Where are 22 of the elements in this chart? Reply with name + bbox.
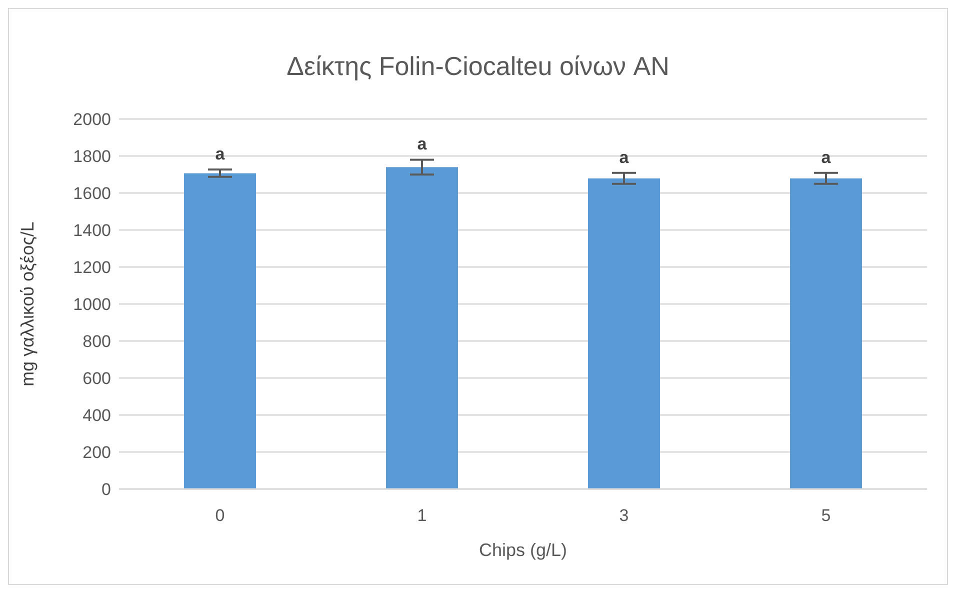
y-tick-label: 800 [82,332,111,352]
annotation: a [215,144,226,164]
y-tick-label: 1200 [73,258,111,278]
y-tick-label: 1400 [73,221,111,240]
y-tick-label: 1000 [73,295,111,314]
y-axis-title: mg γαλλικού οξέος/L [17,222,38,386]
x-tick-label: 1 [417,506,427,526]
y-tick-label: 0 [102,480,111,500]
x-axis-title: Chips (g/L) [478,540,568,560]
y-tick-label: 200 [82,443,111,462]
x-tick-label: 3 [619,506,629,526]
x-tick-label: 0 [215,506,225,526]
y-tick-label: 400 [82,406,111,426]
x-tick-label: 5 [821,506,831,526]
annotation: a [821,148,832,167]
chart-title: Δείκτης Folin-Ciocalteu οίνων AN [286,51,670,82]
y-tick-label: 1800 [73,147,111,166]
y-tick-label: 1600 [73,184,111,204]
annotation: a [417,134,428,154]
y-tick-label: 2000 [73,110,111,130]
annotation: a [619,148,630,167]
y-tick-label: 600 [82,369,111,388]
